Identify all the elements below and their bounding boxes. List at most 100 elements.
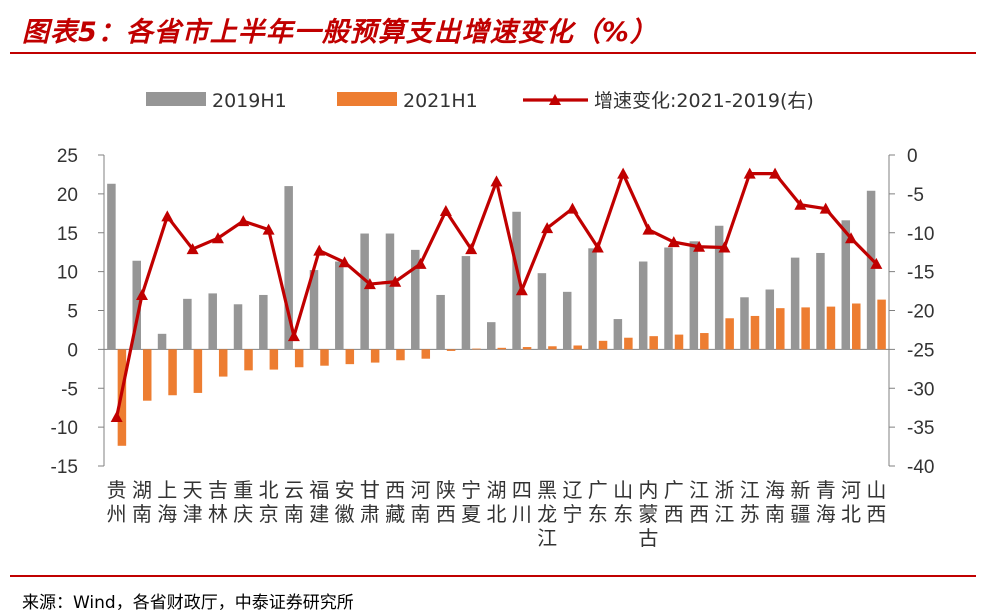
category-label: 浙江 xyxy=(714,478,734,526)
bar-2019h1 xyxy=(309,270,319,350)
bar-2021h1 xyxy=(826,306,836,350)
bar-2019h1 xyxy=(841,220,851,350)
bar-2019h1 xyxy=(335,261,344,350)
category-label: 贵州 xyxy=(107,478,127,526)
left-tick-label: 15 xyxy=(57,224,78,245)
growth-change-marker xyxy=(414,257,427,269)
bar-2021h1 xyxy=(598,340,608,350)
growth-change-marker xyxy=(490,175,503,187)
growth-change-marker xyxy=(870,257,883,269)
growth-change-marker xyxy=(693,240,706,252)
bar-2019h1 xyxy=(816,252,825,350)
bar-2021h1 xyxy=(244,349,253,371)
title-rule xyxy=(10,52,976,54)
bar-2019h1 xyxy=(183,298,192,350)
category-label: 广东 xyxy=(588,478,608,526)
bar-2019h1 xyxy=(689,241,699,350)
bar-2021h1 xyxy=(750,315,760,350)
bar-2019h1 xyxy=(259,294,268,350)
bar-2021h1 xyxy=(446,349,456,351)
growth-change-marker xyxy=(566,202,579,214)
category-label: 新疆 xyxy=(790,478,810,526)
category-label: 湖南 xyxy=(132,478,152,526)
left-tick-label: 20 xyxy=(57,185,78,206)
right-tick-label: -10 xyxy=(907,224,934,245)
bar-2019h1 xyxy=(613,319,623,350)
bar-2019h1 xyxy=(714,225,724,350)
source-note: 来源：Wind，各省财政厅，中泰证券研究所 xyxy=(22,593,354,613)
growth-change-marker xyxy=(363,278,376,290)
growth-change-marker xyxy=(617,167,630,179)
category-label: 辽宁 xyxy=(562,478,582,526)
category-label: 湖北 xyxy=(487,478,507,526)
bar-2019h1 xyxy=(866,190,876,350)
bar-2021h1 xyxy=(472,348,481,350)
bar-2019h1 xyxy=(360,233,369,350)
right-tick-label: -40 xyxy=(907,457,934,478)
bar-2019h1 xyxy=(233,304,243,350)
category-label: 四川 xyxy=(512,478,532,526)
growth-change-marker xyxy=(845,232,858,244)
right-tick-label: -5 xyxy=(907,185,924,206)
bar-2021h1 xyxy=(294,349,304,368)
category-label: 北京 xyxy=(259,478,279,526)
growth-change-marker xyxy=(389,275,402,287)
growth-change-marker xyxy=(439,204,452,216)
growth-change-marker xyxy=(211,232,224,244)
labels-layer: -15 -10 -5 0 5 10 15 20 25 -40 -35 -30 -25 -20 -15 -10 -… xyxy=(51,146,935,550)
bar-2021h1 xyxy=(573,345,582,350)
legend-swatch-2021h1 xyxy=(337,92,397,106)
bar-2019h1 xyxy=(157,333,167,350)
category-label: 安徽 xyxy=(335,478,355,526)
left-tick-label: -10 xyxy=(51,418,78,439)
bar-2021h1 xyxy=(548,346,557,350)
bar-2021h1 xyxy=(776,308,785,350)
legend-label-2019h1: 2019H1 xyxy=(212,90,287,112)
category-label: 甘肃 xyxy=(360,478,380,526)
bar-2019h1 xyxy=(208,293,217,350)
legend: 2019H1 2021H1 增速变化:2021-2019(右) xyxy=(146,90,814,112)
bar-2021h1 xyxy=(700,333,709,350)
category-label: 山西 xyxy=(866,478,886,526)
bar-2019h1 xyxy=(487,322,496,350)
growth-change-marker xyxy=(161,210,174,222)
growth-change-marker xyxy=(642,223,655,235)
category-label: 黑龙江 xyxy=(537,478,557,550)
line-layer xyxy=(110,167,883,423)
growth-change-marker xyxy=(287,330,300,342)
category-label: 云南 xyxy=(284,478,304,526)
bar-2021h1 xyxy=(269,349,279,370)
category-label: 河北 xyxy=(841,478,861,526)
right-tick-label: -25 xyxy=(907,340,934,361)
right-tick-label: 0 xyxy=(907,146,918,167)
category-label: 福建 xyxy=(309,478,329,526)
growth-change-marker xyxy=(135,288,148,300)
category-label: 上海 xyxy=(157,478,177,526)
bar-2021h1 xyxy=(725,318,734,350)
category-label: 广西 xyxy=(664,478,684,526)
bar-2021h1 xyxy=(370,349,380,363)
category-label: 天津 xyxy=(183,478,203,526)
chart-title: 图表5：各省市上半年一般预算支出增速变化（%） xyxy=(22,17,658,48)
bar-2021h1 xyxy=(624,337,633,350)
bar-2021h1 xyxy=(218,349,228,377)
growth-change-marker xyxy=(718,241,731,253)
growth-change-line xyxy=(115,172,878,418)
left-tick-label: 10 xyxy=(57,263,78,284)
left-tick-label: 25 xyxy=(57,146,78,167)
bar-2019h1 xyxy=(436,294,445,350)
bar-2019h1 xyxy=(385,233,395,350)
growth-change-marker xyxy=(338,256,351,268)
growth-change-marker xyxy=(591,241,604,253)
category-label: 河南 xyxy=(411,478,431,526)
bar-2021h1 xyxy=(142,349,152,401)
bar-2021h1 xyxy=(497,347,506,350)
growth-change-marker xyxy=(541,222,554,234)
bar-2019h1 xyxy=(284,186,293,350)
bar-2019h1 xyxy=(562,291,572,350)
bar-2021h1 xyxy=(320,349,329,366)
bar-2021h1 xyxy=(674,334,684,350)
bar-2019h1 xyxy=(411,249,420,350)
left-tick-label: -15 xyxy=(51,457,78,478)
